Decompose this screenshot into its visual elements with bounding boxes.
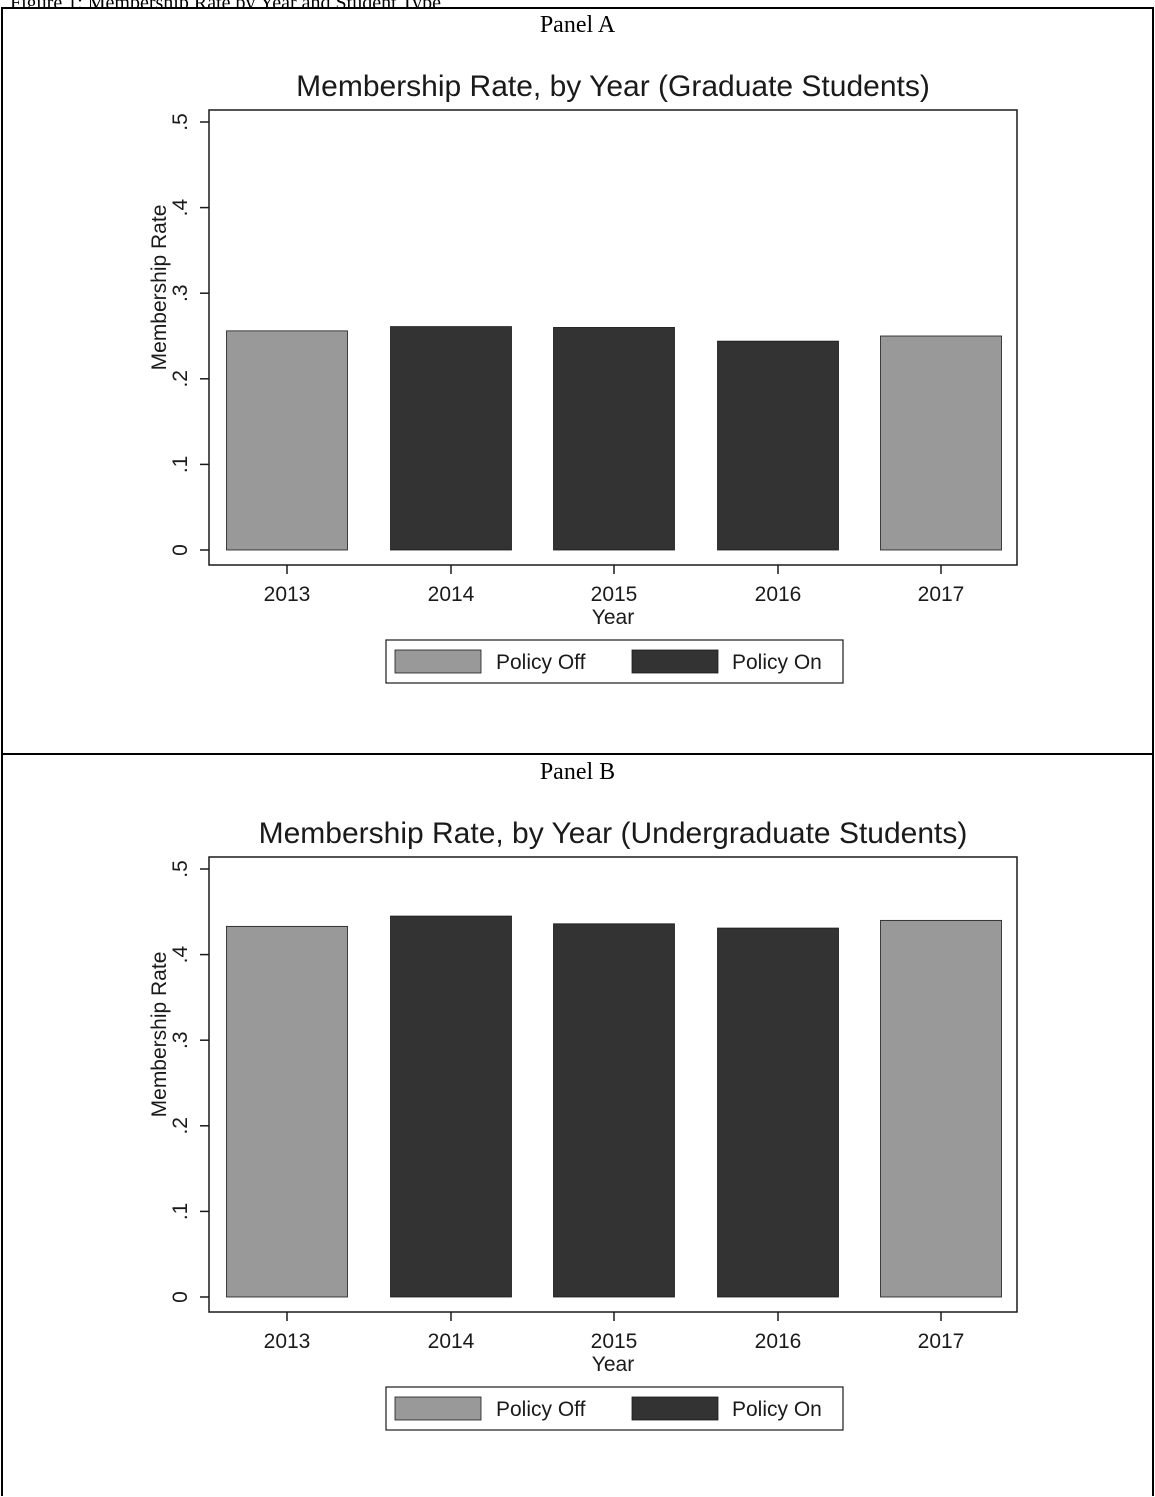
chart-a-legend-label-policy-off: Policy Off bbox=[496, 651, 586, 674]
chart-a-bar-2015 bbox=[553, 327, 675, 551]
chart-b-y-tick-label: .4 bbox=[169, 946, 192, 964]
panel-table: Panel A Panel B bbox=[1, 7, 1154, 1496]
chart-b-y-tick-label: .5 bbox=[169, 860, 192, 878]
chart-b-x-tick-label: 2015 bbox=[591, 1330, 638, 1353]
chart-a-y-tick-label: .4 bbox=[169, 199, 192, 217]
panel-a-label: Panel A bbox=[539, 12, 616, 38]
chart-b-legend-swatch-policy-off bbox=[394, 1396, 482, 1421]
chart-b-bar-2013 bbox=[226, 925, 348, 1298]
chart-a-x-tick-label: 2017 bbox=[918, 583, 965, 606]
chart-b-x-tick-label: 2014 bbox=[428, 1330, 475, 1353]
chart-b-x-tick-label: 2017 bbox=[918, 1330, 965, 1353]
chart-a-y-axis-label: Membership Rate bbox=[148, 205, 171, 371]
figure-caption: Figure 1: Membership Rate by Year and St… bbox=[10, 0, 1150, 8]
chart-b-bar-2015 bbox=[553, 923, 675, 1298]
chart-b-y-tick-label: .3 bbox=[169, 1031, 192, 1049]
chart-b-y-tick-label: 0 bbox=[169, 1291, 192, 1303]
chart-a-plot-frame bbox=[208, 109, 1018, 566]
chart-a-legend-swatch-policy-on bbox=[631, 649, 719, 674]
chart-b-y-axis-label: Membership Rate bbox=[148, 952, 171, 1118]
chart-b-y-tick-label: .1 bbox=[169, 1203, 192, 1221]
chart-a-x-tick-label: 2016 bbox=[755, 583, 802, 606]
chart-a-y-tick-label: .1 bbox=[169, 456, 192, 474]
chart-a-x-tick-label: 2015 bbox=[591, 583, 638, 606]
panel-b-label: Panel B bbox=[539, 759, 616, 785]
chart-b-legend-swatch-policy-on bbox=[631, 1396, 719, 1421]
chart-b-title: Membership Rate, by Year (Undergraduate … bbox=[259, 817, 968, 850]
chart-b-x-tick-label: 2013 bbox=[264, 1330, 311, 1353]
chart-a-bar-2017 bbox=[880, 335, 1002, 551]
chart-a-x-tick-label: 2014 bbox=[428, 583, 475, 606]
chart-panel-a: Membership Rate, by Year (Graduate Stude… bbox=[148, 70, 1018, 684]
chart-a-y-tick-label: .3 bbox=[169, 284, 192, 302]
chart-a-legend-label-policy-on: Policy On bbox=[732, 651, 822, 674]
chart-b-plot-frame bbox=[208, 856, 1018, 1313]
chart-a-bar-2014 bbox=[390, 326, 512, 551]
chart-a-bar-2013 bbox=[226, 330, 348, 551]
chart-b-x-tick-label: 2016 bbox=[755, 1330, 802, 1353]
chart-a-title: Membership Rate, by Year (Graduate Stude… bbox=[296, 70, 930, 103]
chart-a-y-tick-label: 0 bbox=[169, 544, 192, 556]
chart-b-bar-2017 bbox=[880, 919, 1002, 1298]
chart-b-y-tick-label: .2 bbox=[169, 1117, 192, 1135]
chart-b-legend-label-policy-off: Policy Off bbox=[496, 1398, 586, 1421]
chart-b-bar-2016 bbox=[717, 927, 839, 1298]
chart-b-legend-label-policy-on: Policy On bbox=[732, 1398, 822, 1421]
chart-a-bar-2016 bbox=[717, 340, 839, 551]
chart-a-x-axis-label: Year bbox=[592, 606, 634, 629]
chart-a-legend-swatch-policy-off bbox=[394, 649, 482, 674]
chart-a-x-tick-label: 2013 bbox=[264, 583, 311, 606]
chart-b-x-axis-label: Year bbox=[592, 1353, 634, 1376]
chart-panel-b: Membership Rate, by Year (Undergraduate … bbox=[148, 817, 1018, 1431]
chart-a-y-tick-label: .2 bbox=[169, 370, 192, 388]
panel-divider bbox=[3, 753, 1154, 755]
chart-b-bar-2014 bbox=[390, 915, 512, 1298]
chart-a-y-tick-label: .5 bbox=[169, 113, 192, 131]
